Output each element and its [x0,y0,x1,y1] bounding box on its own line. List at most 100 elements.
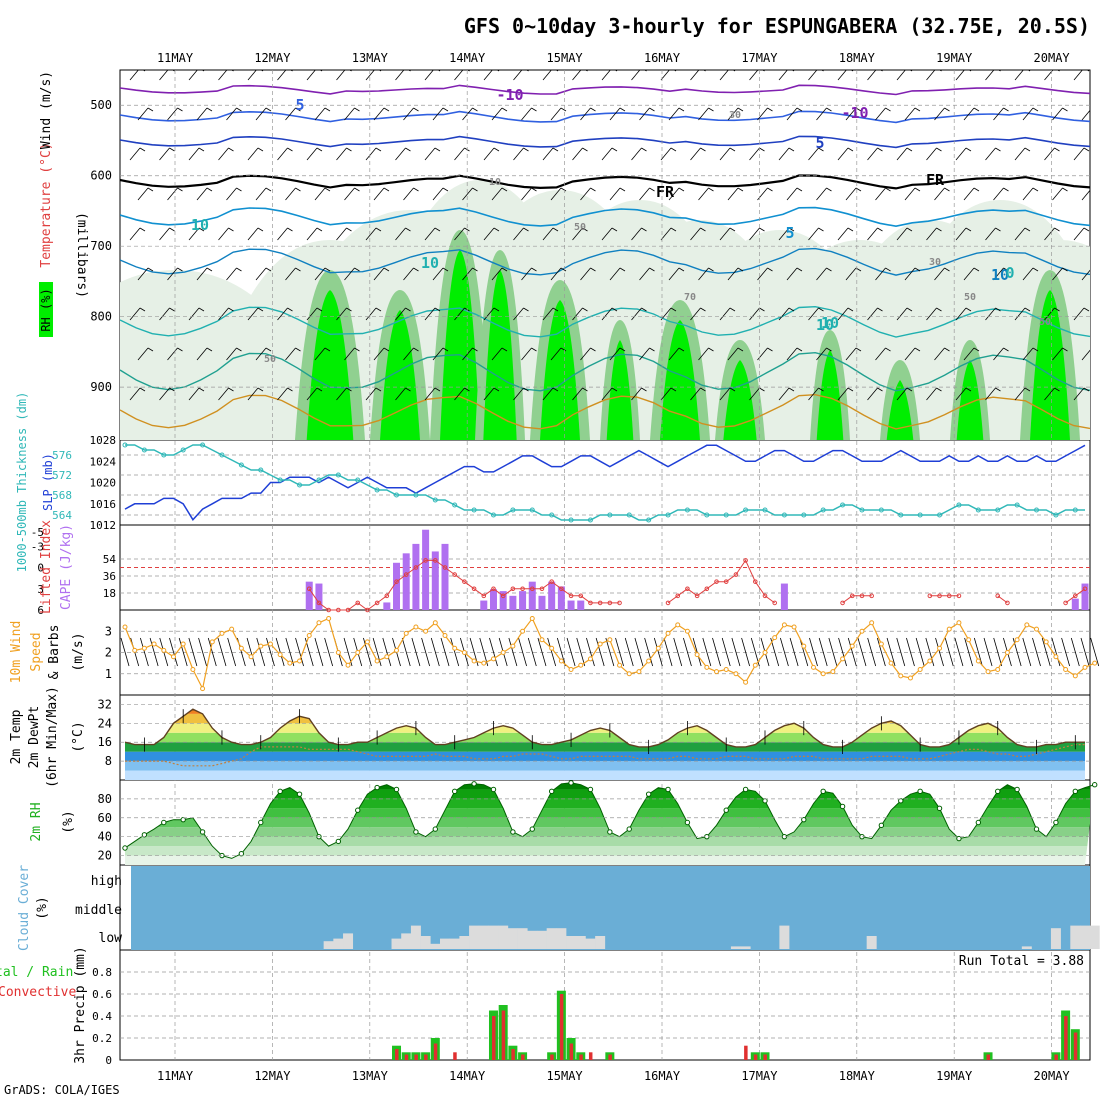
wind10m-point [888,660,894,666]
ua-wind-barb-flag [560,187,567,192]
cape-bar [402,553,410,610]
rh-point [975,819,982,826]
ua-wind-barb [226,107,237,121]
precip-conv-bar [395,1049,399,1060]
wind10m-point [626,671,632,677]
ua-wind-barb-flag [346,387,352,392]
cloud-low-bar [459,936,470,949]
ua-wind-barb [1014,387,1026,401]
ua-wind-barb [698,187,709,201]
rh-point [936,805,943,812]
wind10m-point [1014,637,1020,643]
top-date-label: 15MAY [547,51,584,65]
thickness-point [219,452,225,458]
li-point [675,593,681,599]
ua-wind-barb [572,147,583,161]
wind10m-point [326,616,332,621]
ua-wind-barb [875,187,886,201]
ua-wind-barb-flag [206,187,213,192]
cloud-low-bar [323,941,334,949]
ua-wind-barb [749,307,760,321]
ua-wind-barb-flag [346,227,352,232]
precip-conv-bar [453,1052,457,1060]
ua-wind-barb [196,107,208,121]
rh-tick-label: 40 [98,830,112,844]
ua-wind-barb [483,227,495,241]
wind10m-barb [576,637,586,667]
cape-bar [567,600,575,610]
ua-wind-barb-flag [523,387,529,392]
cape-bar [499,591,507,610]
ua-wind-barb [609,187,621,201]
ua-wind-barb [631,227,642,241]
ua-wind-barb [639,107,650,121]
ua-wind-barb [1073,147,1085,161]
ua-wind-barb-flag [287,307,293,312]
ua-wind-barb [513,147,524,161]
ua-wind-barb [934,107,945,121]
ua-wind-barb-flag [324,267,331,272]
ua-wind-barb [1044,147,1055,161]
ua-wind-barb [344,107,355,121]
ua-wind-barb [837,387,849,401]
wind10m-barb [586,637,595,667]
ua-wind-barb [306,387,318,401]
cape-bar [489,589,497,610]
wind10m-barb [663,637,673,667]
ua-wind-barb-flag [611,387,618,392]
ua-wind-barb [580,347,591,361]
ua-wind-barb-flag [847,307,854,312]
ua-wind-barb-flag [316,387,323,392]
cloud-level-label: low [99,931,123,946]
ua-wind-barb [1022,267,1034,281]
thickness-tick-label: 576 [52,449,72,462]
cloud-low-bar [440,938,450,949]
bottom-date-label: 17MAY [741,1069,778,1083]
rh-point [1072,788,1079,795]
bottom-date-label: 20MAY [1034,1069,1071,1083]
wind10m-barb [1032,637,1041,667]
contour-label: 5 [295,96,304,114]
contour-label: 10 [191,216,209,234]
ua-wind-barb [137,347,149,361]
wind10m-point [403,630,409,636]
wind10m-point [762,650,768,655]
precip-conv-bar [414,1054,418,1060]
ua-wind-barb [1073,387,1085,401]
thickness-point [665,512,671,518]
wind10m-point [665,630,671,636]
ua-wind-barb [904,347,916,361]
ua-wind-barb-flag [582,387,588,392]
wind10m-point [209,639,215,645]
ua-wind-barb-flag [965,147,972,152]
wind10m-barb [547,637,557,667]
cape-bar [393,562,401,610]
ua-wind-barb [778,387,790,401]
ua-wind-barb-flag [737,107,744,112]
wind-tick-label: 3 [105,624,112,638]
ua-wind-barb-flag [177,187,183,192]
ua-wind-barb-flag [762,70,765,72]
ua-wind-barb [808,227,819,241]
precip-tick-label: 0.8 [92,966,112,979]
temp-tick-label: 24 [98,716,112,730]
ua-wind-barb [167,267,178,281]
wind10m-point [539,637,545,643]
ua-wind-barb [277,70,287,81]
wind10m-barb [692,637,702,667]
rh-band [125,836,1090,847]
ua-wind-barb-flag [523,307,529,312]
ua-wind-barb-flag [906,227,913,232]
ua-wind-barb [513,227,524,241]
cloud-low-bar [498,925,509,949]
wind10m-panel: 3 2 1 10m Wind Speed & Barbs (m/s) [9,616,1100,692]
thickness-point [917,512,923,518]
thickness-point [549,512,555,518]
ua-wind-barb [698,107,709,121]
wind10m-point [995,667,1001,672]
cloud-low-bar [420,936,431,949]
ua-wind-barb-flag [531,267,537,272]
ua-wind-barb-flag [555,70,559,72]
ua-wind-barb-flag [995,147,1001,152]
wind10m-barb [295,637,304,667]
